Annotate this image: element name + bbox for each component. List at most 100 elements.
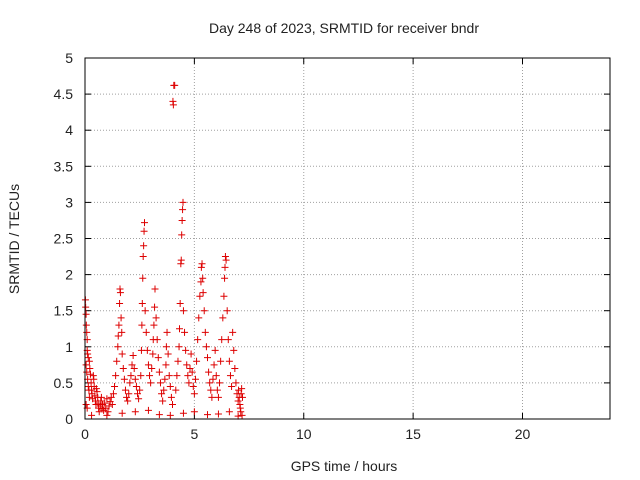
y-tick-label: 2.5 [54,231,74,247]
data-point [221,263,229,271]
data-point [230,346,238,354]
data-point [238,385,246,393]
data-point [238,411,246,419]
data-point [161,375,169,383]
data-point [176,325,183,333]
data-point [164,350,172,358]
data-point [181,328,189,336]
data-point [141,219,148,227]
data-point [191,375,199,383]
data-point [184,372,192,380]
data-point [151,303,159,311]
y-axis-label: SRMTID / TECUs [6,184,22,294]
data-point [149,350,157,358]
data-point [105,402,113,410]
data-point [139,274,147,282]
data-point [123,393,131,401]
data-point [218,336,226,344]
data-point [85,393,93,401]
data-point [91,392,99,400]
data-point [223,307,231,315]
data-point [208,393,216,401]
data-point [166,411,174,419]
y-tick-label: 3 [65,194,73,210]
data-point [125,390,133,398]
data-point [90,375,98,383]
data-point [190,390,198,398]
grid-lines [85,58,610,419]
data-point [235,386,243,394]
data-point [119,364,127,372]
y-tick-label: 1 [65,339,73,355]
data-point [109,390,117,398]
data-point [179,307,187,315]
data-point [131,375,139,383]
data-point [129,351,137,359]
data-point [142,328,150,336]
data-point [199,289,207,297]
data-point [213,386,221,394]
chart-title: Day 248 of 2023, SRMTID for receiver bnd… [209,20,479,36]
data-point [177,256,185,264]
data-point [136,386,144,394]
data-point [82,401,90,409]
y-tick-label: 1.5 [54,303,74,319]
y-tick-label: 2 [65,267,73,283]
data-point [212,372,220,380]
data-point [201,328,209,336]
data-point [224,336,232,344]
data-point [134,390,141,398]
data-point [207,386,215,394]
data-point [86,370,94,378]
data-point [188,368,196,376]
data-point [93,388,101,396]
data-point [165,372,173,380]
y-tick-label: 0.5 [54,375,74,391]
data-point [146,372,154,380]
data-point [144,361,152,369]
data-point [216,379,224,387]
data-point [154,354,162,362]
data-point [83,368,91,376]
data-point [211,346,219,354]
data-point [219,314,227,322]
data-point [83,328,91,336]
data-point [195,314,203,322]
data-point [197,263,205,271]
data-point [204,411,211,419]
data-point [214,410,222,418]
data-point [155,411,163,419]
data-point [194,336,202,344]
data-point [163,328,171,336]
data-point [97,393,105,401]
x-axis-label: GPS time / hours [291,458,398,474]
data-point [197,278,205,286]
y-tick-labels: 0 0.5 1 1.5 2 2.5 3 3.5 4 4.5 5 [54,50,74,427]
data-point [172,386,180,394]
data-point [222,256,230,264]
data-point [234,412,242,420]
data-point [113,357,121,365]
data-point [210,361,218,369]
data-point [206,379,214,387]
data-point [214,393,222,401]
data-point [144,406,152,414]
data-point [166,383,174,391]
data-point [186,364,194,372]
data-point [198,260,206,268]
data-point [209,375,217,383]
data-point [141,307,149,315]
data-point [128,361,136,369]
data-point [114,343,122,351]
data-point [111,383,119,391]
data-point [87,379,95,387]
data-point [135,395,143,403]
data-point [97,397,105,405]
x-tick-label: 15 [405,426,421,442]
data-point [150,321,158,329]
data-point [221,274,229,282]
data-point [182,346,190,354]
data-point [127,372,135,380]
data-point [158,390,166,398]
